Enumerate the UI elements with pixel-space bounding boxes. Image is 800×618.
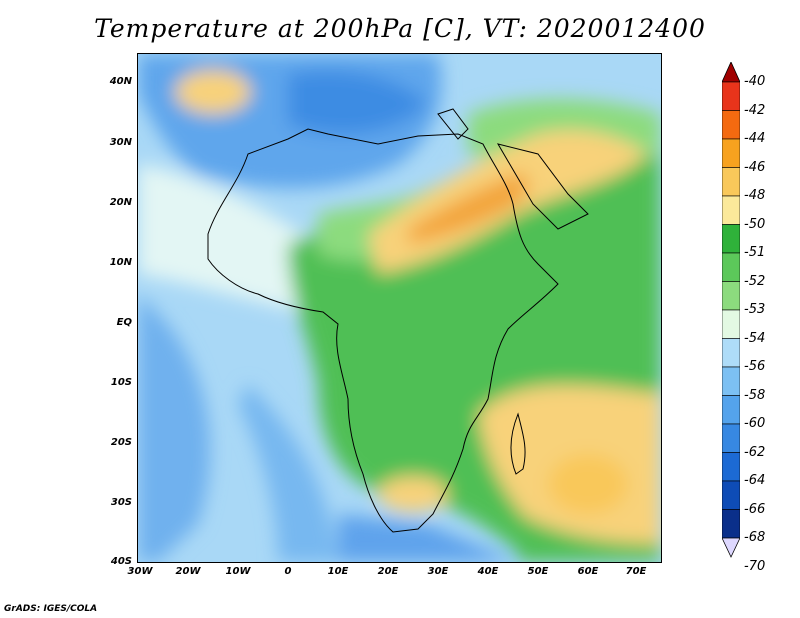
colorbar-swatch bbox=[722, 81, 740, 111]
lat-label: 20S bbox=[110, 437, 132, 448]
lon-label: 10W bbox=[225, 566, 251, 577]
colorbar-swatch bbox=[722, 309, 740, 339]
lat-label: 30N bbox=[109, 137, 132, 148]
colorbar-tick-label: -68 bbox=[744, 530, 766, 545]
lat-label: 40N bbox=[109, 76, 132, 87]
lon-label: 10E bbox=[327, 566, 349, 577]
lon-label: 50E bbox=[527, 566, 549, 577]
colorbar-tick-label: -54 bbox=[744, 330, 766, 346]
colorbar-swatch bbox=[722, 167, 740, 197]
colorbar-tick-label: -44 bbox=[744, 131, 766, 146]
colorbar-tick-label: -48 bbox=[744, 188, 766, 203]
colorbar-swatch bbox=[722, 366, 740, 396]
lat-label: 20N bbox=[109, 197, 132, 208]
lon-label: 40E bbox=[477, 566, 499, 577]
colorbar-tick-label: -56 bbox=[744, 359, 766, 374]
coastlines bbox=[207, 108, 589, 533]
lat-label: EQ bbox=[116, 317, 132, 328]
colorbar-tick-label: -50 bbox=[744, 216, 766, 232]
map-panel bbox=[137, 53, 662, 563]
colorbar-swatch bbox=[722, 480, 740, 510]
lon-label: 30W bbox=[127, 566, 153, 577]
colorbar-tick-label: -40 bbox=[744, 74, 766, 89]
lat-label: 10S bbox=[110, 377, 132, 388]
colorbar-tick-label: -52 bbox=[744, 273, 766, 289]
colorbar-swatch bbox=[722, 452, 740, 482]
lon-label: 60E bbox=[577, 566, 599, 577]
colorbar-swatch bbox=[722, 509, 740, 539]
temperature-field bbox=[138, 54, 661, 562]
map-title: Temperature at 200hPa [C], VT: 202001240… bbox=[94, 14, 706, 43]
colorbar bbox=[722, 62, 740, 558]
lat-label: 30S bbox=[110, 497, 132, 508]
colorbar-tick-label: -64 bbox=[744, 473, 766, 488]
colorbar-swatch bbox=[722, 395, 740, 425]
lon-label: 30E bbox=[427, 566, 449, 577]
colorbar-swatch bbox=[722, 195, 740, 225]
lon-label: 20E bbox=[377, 566, 399, 577]
colorbar-tick-label: -66 bbox=[744, 501, 766, 517]
lon-label: 20W bbox=[175, 566, 201, 577]
colorbar-swatch bbox=[722, 423, 740, 453]
colorbar-swatch bbox=[722, 224, 740, 254]
colorbar-swatch bbox=[722, 338, 740, 368]
footer-credit: GrADS: IGES/COLA bbox=[4, 604, 98, 614]
lon-label: 0 bbox=[284, 566, 292, 577]
lat-label: 40S bbox=[110, 556, 132, 567]
colorbar-tick-label: -62 bbox=[744, 444, 766, 460]
colorbar-tick-label: -70 bbox=[744, 558, 766, 574]
colorbar-swatch bbox=[722, 138, 740, 168]
colorbar-swatch bbox=[722, 281, 740, 311]
colorbar-tick-label: -42 bbox=[744, 102, 766, 118]
lat-label: 10N bbox=[109, 257, 132, 268]
colorbar-tick-label: -58 bbox=[744, 387, 766, 403]
colorbar-tick-label: -53 bbox=[744, 302, 766, 317]
colorbar-tick-label: -46 bbox=[744, 159, 766, 175]
colorbar-tick-label: -60 bbox=[744, 416, 766, 431]
colorbar-tick-label: -51 bbox=[744, 245, 766, 260]
lon-label: 70E bbox=[625, 566, 647, 577]
colorbar-swatch bbox=[722, 110, 740, 140]
colorbar-swatch bbox=[722, 252, 740, 282]
